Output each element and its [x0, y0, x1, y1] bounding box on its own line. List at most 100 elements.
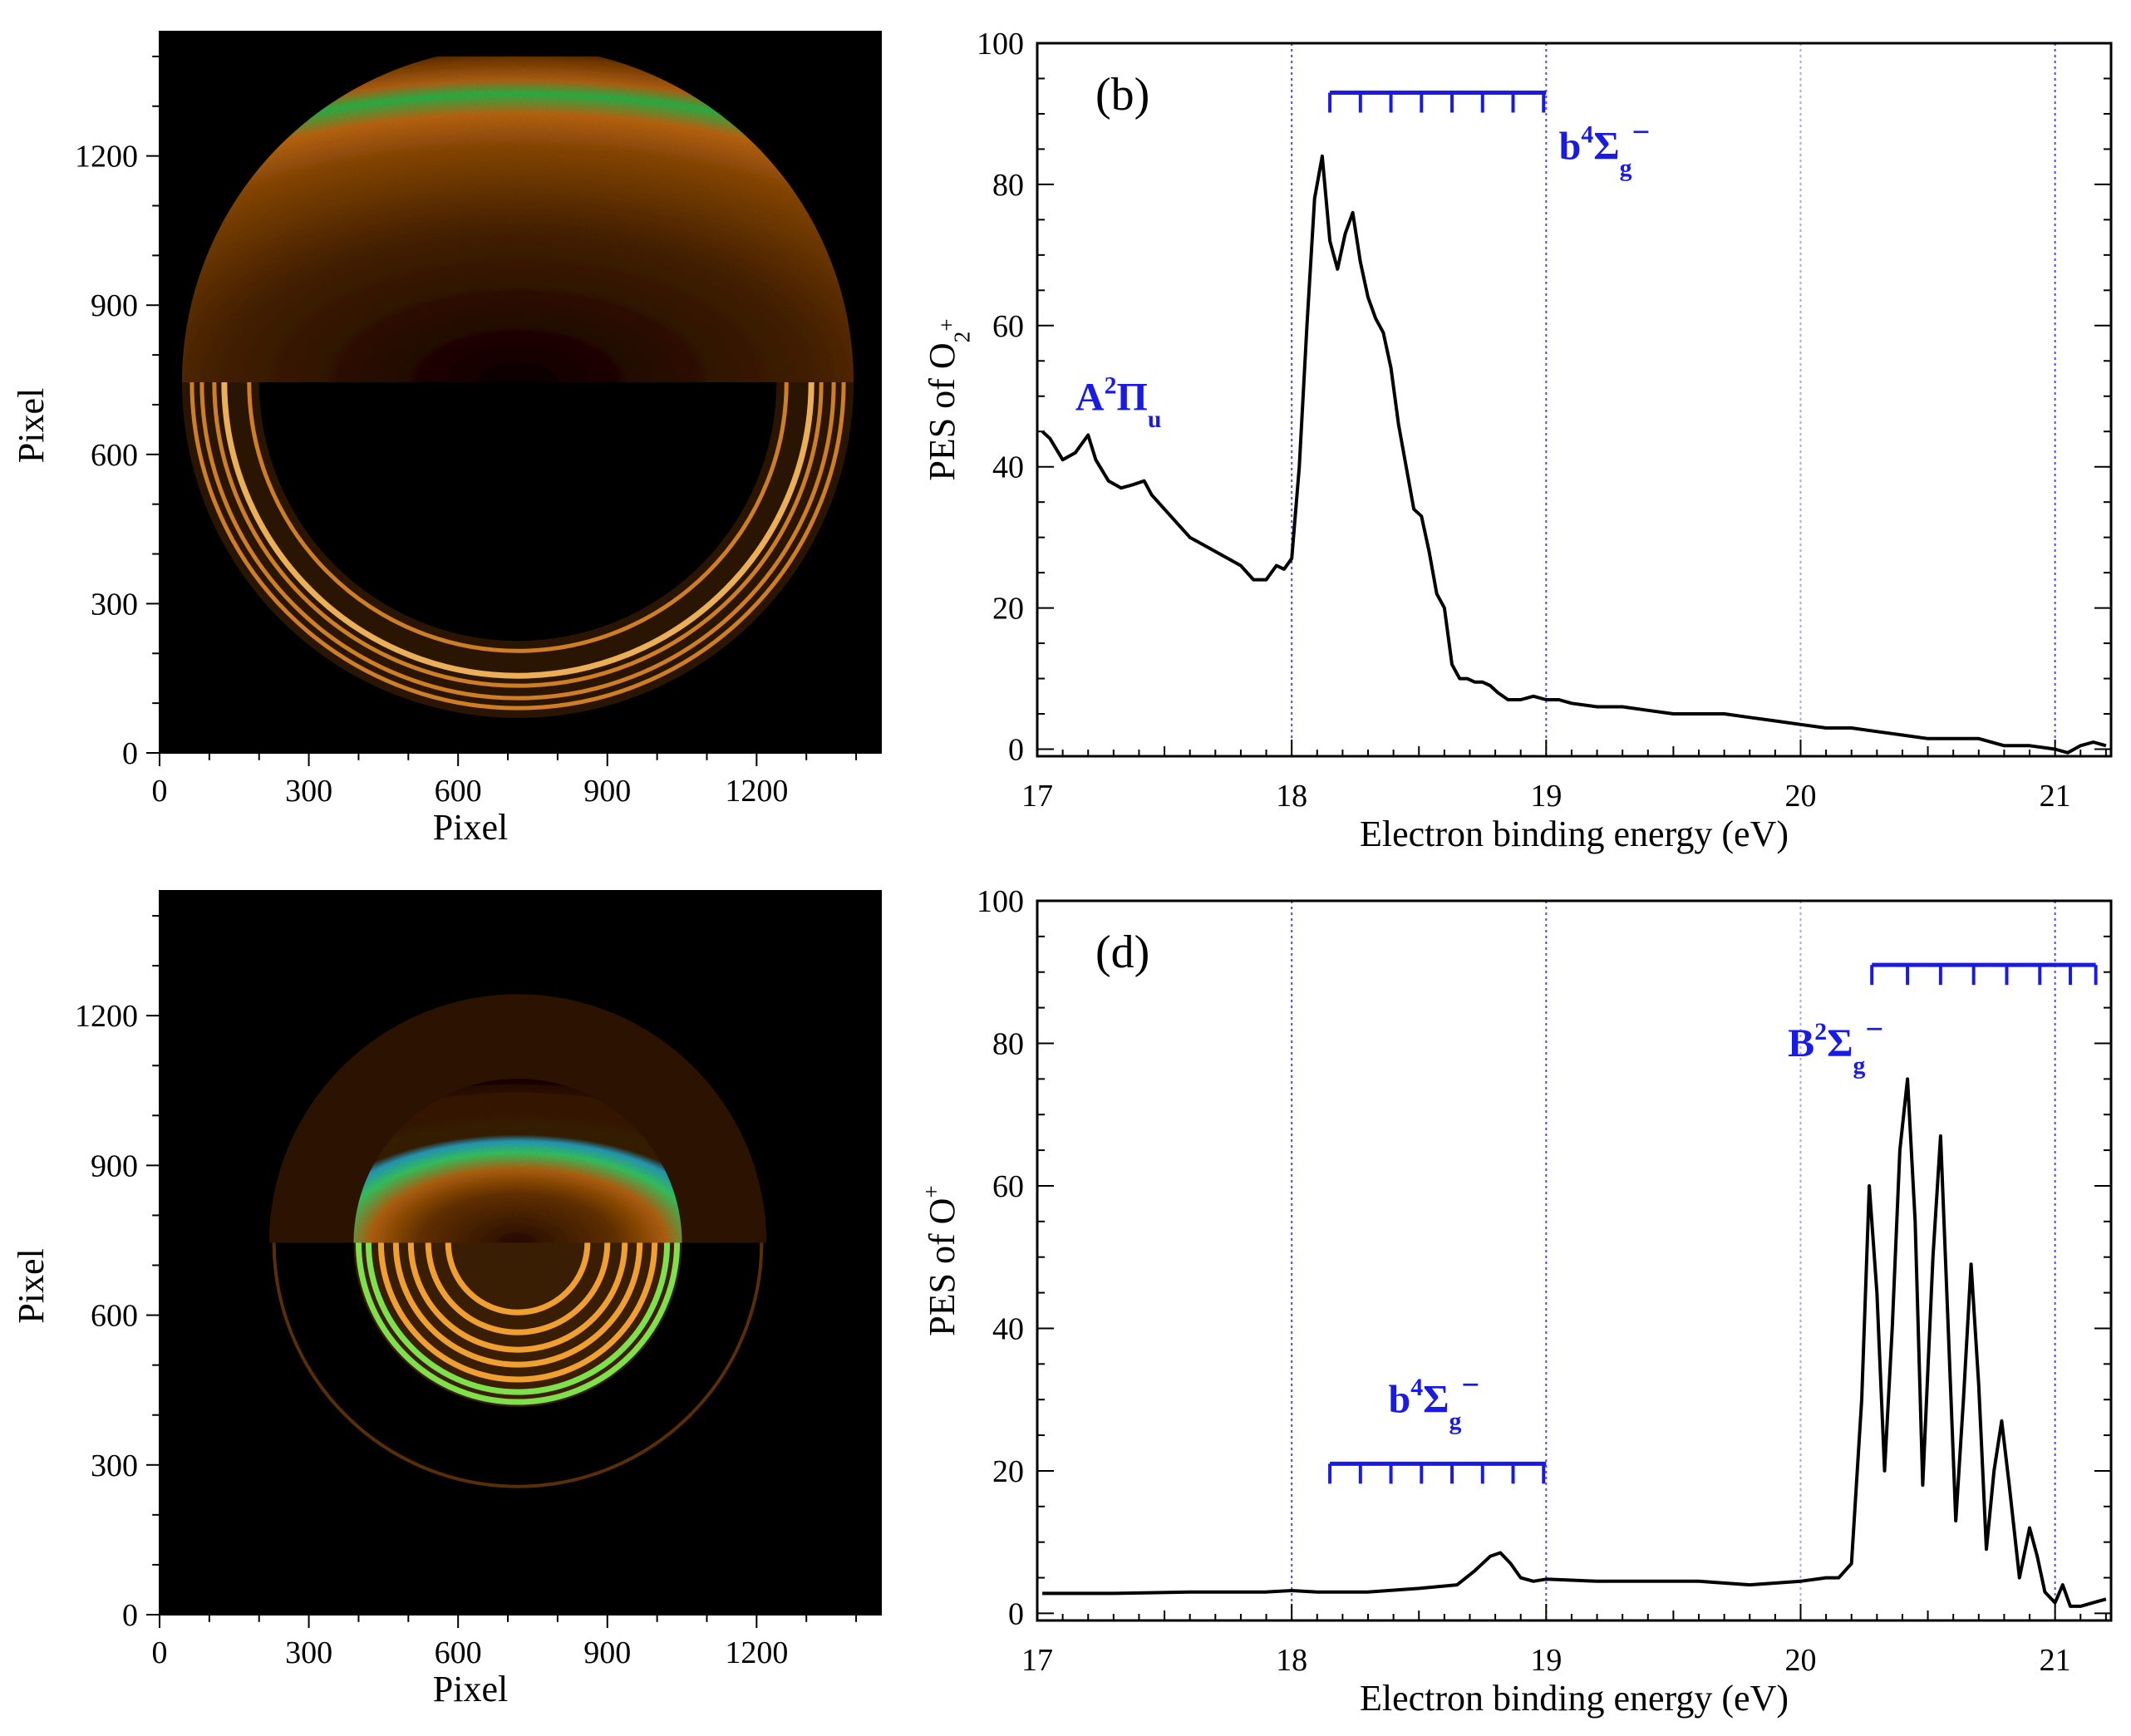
- x-tick-label: 1200: [725, 1635, 788, 1670]
- y-tick-label: 0: [1008, 733, 1024, 768]
- reconstructed-ring: [365, 1242, 671, 1395]
- x-tick-label: 20: [1784, 779, 1816, 814]
- y-tick-label: 80: [992, 1026, 1024, 1061]
- panel-label: (b): [1095, 69, 1149, 120]
- progression-label-part: 2: [1814, 1018, 1827, 1045]
- progression-label: b4Σg−: [1389, 1368, 1480, 1434]
- progression-label-part: b: [1559, 124, 1582, 168]
- progression-label-part: g: [1620, 155, 1632, 182]
- progression-label: b4Σg −: [1559, 115, 1651, 181]
- plot-frame: [1036, 42, 2113, 758]
- x-tick-label: 600: [435, 774, 482, 809]
- x-tick-label: 0: [152, 1635, 168, 1670]
- reconstructed-ring: [212, 382, 824, 688]
- image-panel-c: 0 300 600 900 1200 0 300 600 900 1200 Pixel Pixel (c…: [11, 890, 882, 1709]
- y-axis-title-part: PES of O: [922, 342, 962, 480]
- y-tick-label: 40: [992, 1311, 1024, 1346]
- spectrum-panel-b: 17 18 19 20 21 0 20 40 60 80 100 Electron binding e…: [922, 27, 2113, 854]
- progression-label-part: −: [1865, 1012, 1883, 1047]
- progression-label-part: b: [1389, 1377, 1411, 1421]
- y-tick-label: 80: [992, 168, 1024, 203]
- reconstructed-ring: [407, 1242, 628, 1353]
- panel-label: (a): [185, 57, 236, 109]
- x-axis-title: Pixel: [433, 1669, 508, 1709]
- vibrational-progression: b4Σg−: [1328, 1368, 1547, 1484]
- reconstructed-ring: [425, 1242, 611, 1335]
- y-tick-label: 900: [91, 1148, 138, 1183]
- x-tick-label: 0: [152, 774, 168, 809]
- state-annotation-part: 2: [1105, 372, 1117, 400]
- x-tick-label: 900: [583, 774, 631, 809]
- state-annotation-part: A: [1075, 376, 1105, 420]
- y-tick-label: 100: [977, 884, 1024, 919]
- y-tick-label: 600: [91, 438, 138, 473]
- progression-label-part: Σ: [1593, 124, 1619, 168]
- x-tick-label: 900: [583, 1635, 631, 1670]
- x-tick-label: 21: [2040, 779, 2071, 814]
- y-tick-label: 1200: [75, 140, 138, 175]
- progression-label-part: Σ: [1827, 1021, 1853, 1065]
- y-tick-label: 0: [122, 736, 138, 771]
- progression-label: B2Σg−: [1788, 1012, 1883, 1079]
- reconstructed-ring: [377, 1242, 658, 1383]
- y-tick-label: 900: [91, 288, 138, 323]
- vibrational-progression: b4Σg −: [1328, 90, 1651, 182]
- panel-label: (c): [185, 917, 236, 968]
- x-axis-title: Electron binding energy (eV): [1360, 1678, 1789, 1719]
- progression-label-part: −: [1631, 115, 1650, 150]
- x-tick-label: 600: [435, 1635, 482, 1670]
- reconstructed-ring: [392, 1242, 643, 1368]
- spectrum-panel-d: 17 18 19 20 21 0 20 40 60 80 100 Electron binding e…: [919, 884, 2113, 1719]
- y-axis-title: Pixel: [11, 1248, 52, 1323]
- x-tick-label: 300: [285, 1635, 332, 1670]
- x-tick-label: 21: [2040, 1643, 2071, 1678]
- y-axis-title-part: PES of O: [922, 1198, 962, 1336]
- image-frame: [159, 31, 882, 754]
- spectrum-line: [1041, 154, 2107, 755]
- y-axis-title: Pixel: [11, 388, 52, 463]
- y-tick-label: 600: [91, 1299, 138, 1334]
- reconstructed-outer-faint-ring: [272, 1242, 764, 1488]
- state-annotation: A2Πu: [1075, 372, 1161, 433]
- panel-label: (d): [1095, 927, 1149, 978]
- y-tick-label: 40: [992, 450, 1024, 485]
- y-axis-title: PES of O+: [919, 1185, 962, 1336]
- x-axis-title: Pixel: [433, 807, 508, 848]
- reconstructed-ring: [221, 382, 815, 679]
- progression-label-part: g: [1449, 1408, 1461, 1435]
- x-tick-label: 19: [1530, 1643, 1562, 1678]
- reconstructed-inner-dark: [258, 382, 777, 642]
- y-axis-title-part: +: [934, 318, 959, 331]
- reconstructed-ring: [355, 1242, 681, 1405]
- y-tick-label: 1200: [75, 999, 138, 1034]
- state-annotation-part: u: [1148, 406, 1162, 433]
- y-axis-title: PES of O2+: [922, 318, 974, 480]
- progression-label-part: 4: [1581, 120, 1593, 148]
- y-axis-title-part: +: [919, 1185, 944, 1197]
- y-tick-label: 0: [122, 1598, 138, 1633]
- reconstructed-ring: [445, 1242, 591, 1316]
- image-panel-a: 0 300 600 900 1200 0 300 600 900 1200 Pixel Pixel (a…: [11, 31, 882, 848]
- raw-image-upper-half: [181, 56, 854, 383]
- y-tick-label: 0: [1008, 1596, 1024, 1631]
- spectrum-line: [1042, 1077, 2107, 1608]
- y-tick-label: 60: [992, 309, 1024, 344]
- y-tick-label: 300: [91, 1448, 138, 1483]
- progression-label-part: Σ: [1423, 1377, 1449, 1421]
- vibrational-progression: B2Σg−: [1788, 962, 2098, 1079]
- reconstructed-ring: [247, 382, 789, 653]
- y-tick-label: 300: [91, 587, 138, 622]
- state-annotation-part: Π: [1116, 376, 1147, 420]
- y-tick-label: 100: [977, 27, 1024, 61]
- y-tick-label: 60: [992, 1169, 1024, 1204]
- x-axis-title: Electron binding energy (eV): [1360, 814, 1789, 854]
- x-tick-label: 17: [1021, 779, 1053, 814]
- progression-label-part: B: [1788, 1021, 1814, 1065]
- progression-label-part: g: [1853, 1051, 1865, 1079]
- x-tick-label: 1200: [725, 774, 788, 809]
- x-tick-label: 17: [1021, 1643, 1053, 1678]
- plot-frame: [1036, 899, 2113, 1622]
- x-tick-label: 300: [285, 774, 332, 809]
- x-tick-label: 19: [1530, 779, 1562, 814]
